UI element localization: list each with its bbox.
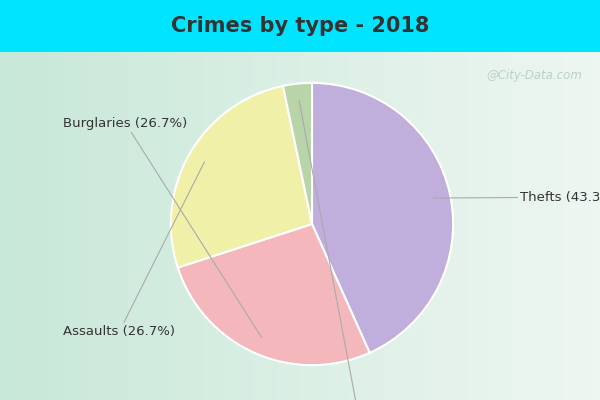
Wedge shape — [171, 86, 312, 268]
Text: Auto thefts (3.3%): Auto thefts (3.3%) — [298, 100, 420, 400]
Text: Assaults (26.7%): Assaults (26.7%) — [64, 162, 205, 338]
Wedge shape — [283, 83, 312, 224]
Text: Thefts (43.3%): Thefts (43.3%) — [433, 191, 600, 204]
Text: Crimes by type - 2018: Crimes by type - 2018 — [171, 16, 429, 36]
Text: @City-Data.com: @City-Data.com — [486, 70, 582, 82]
Wedge shape — [178, 224, 370, 365]
Text: Burglaries (26.7%): Burglaries (26.7%) — [64, 117, 262, 338]
Wedge shape — [312, 83, 453, 353]
